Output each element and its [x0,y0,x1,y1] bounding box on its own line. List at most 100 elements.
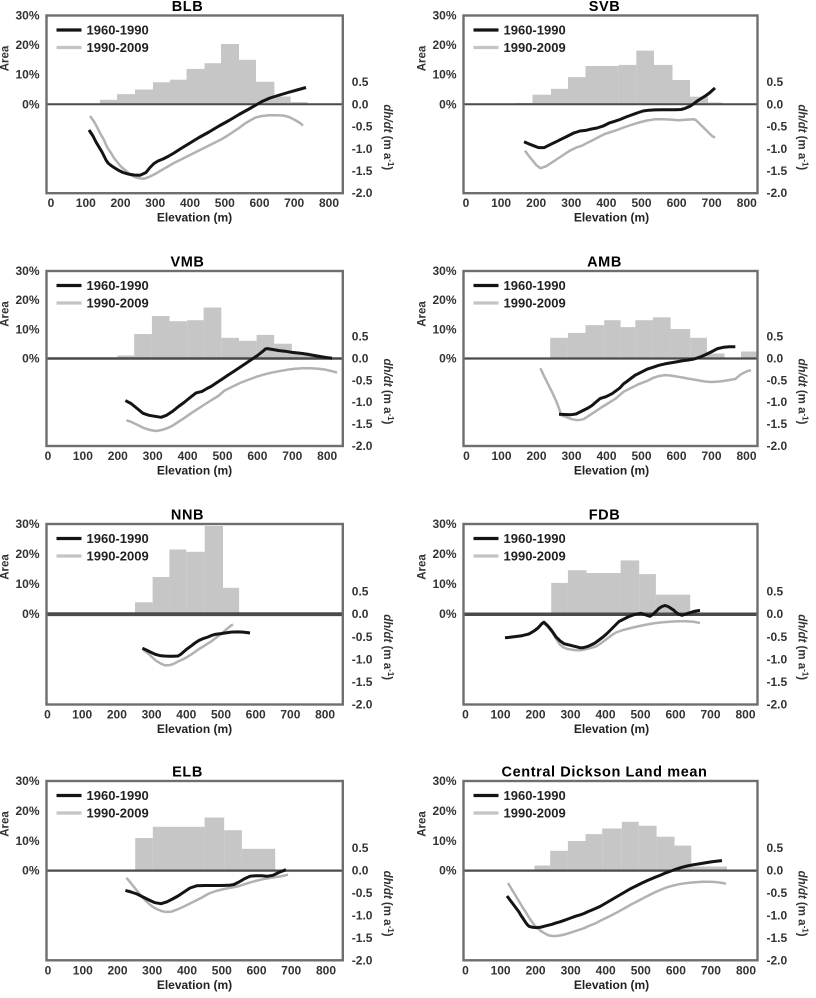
svg-text:0.5: 0.5 [767,841,784,855]
svg-text:ELB: ELB [172,765,203,781]
svg-text:-0.5: -0.5 [352,630,373,644]
svg-text:-2.0: -2.0 [352,439,373,453]
svg-text:Central Dickson Land mean: Central Dickson Land mean [502,765,708,781]
svg-text:0.0: 0.0 [767,607,784,621]
svg-text:1960-1990: 1960-1990 [504,788,566,803]
svg-text:BLB: BLB [172,0,204,15]
svg-text:Elevation (m): Elevation (m) [574,722,649,736]
svg-text:100: 100 [491,963,511,977]
svg-text:700: 700 [700,708,720,722]
svg-text:0.5: 0.5 [352,585,369,599]
svg-text:500: 500 [211,708,231,722]
svg-text:-1.5: -1.5 [352,675,373,689]
svg-text:0: 0 [462,708,469,722]
svg-text:1990-2009: 1990-2009 [504,296,566,311]
svg-text:600: 600 [667,196,687,210]
svg-text:dh/dt (m a-1): dh/dt (m a-1) [796,359,811,425]
svg-text:-0.5: -0.5 [352,373,373,387]
svg-text:Area: Area [417,45,429,71]
svg-text:0.0: 0.0 [767,864,784,878]
svg-text:100: 100 [73,963,93,977]
svg-text:FDB: FDB [589,508,621,524]
svg-text:dh/dt (m a-1): dh/dt (m a-1) [796,104,811,170]
svg-text:700: 700 [282,449,302,463]
svg-text:30%: 30% [15,774,39,788]
svg-text:0: 0 [45,449,52,463]
svg-text:200: 200 [526,196,546,210]
svg-text:0.0: 0.0 [767,97,784,111]
svg-text:500: 500 [630,708,650,722]
svg-text:600: 600 [666,449,686,463]
svg-text:0: 0 [45,963,52,977]
svg-text:dh/dt (m a-1): dh/dt (m a-1) [381,359,396,425]
svg-text:30%: 30% [15,9,39,23]
svg-text:800: 800 [737,196,757,210]
svg-text:200: 200 [525,708,545,722]
svg-text:0: 0 [44,708,51,722]
svg-text:1960-1990: 1960-1990 [87,278,149,293]
svg-text:AMB: AMB [587,255,622,271]
svg-text:-1.5: -1.5 [767,675,788,689]
svg-text:0.0: 0.0 [767,352,784,366]
svg-text:30%: 30% [432,517,456,531]
svg-text:Area: Area [0,811,12,837]
svg-text:1990-2009: 1990-2009 [87,806,149,821]
svg-text:20%: 20% [15,547,39,561]
svg-text:-1.5: -1.5 [352,931,373,945]
svg-text:400: 400 [596,196,616,210]
svg-text:0%: 0% [439,607,457,621]
svg-text:-1.5: -1.5 [352,417,373,431]
svg-text:-1.0: -1.0 [767,142,788,156]
svg-text:20%: 20% [15,293,39,307]
svg-text:1960-1990: 1960-1990 [87,531,149,546]
svg-text:-0.5: -0.5 [352,120,373,134]
svg-text:20%: 20% [432,547,456,561]
svg-text:-1.0: -1.0 [767,652,788,666]
svg-text:-2.0: -2.0 [767,186,788,200]
svg-text:300: 300 [561,449,581,463]
svg-text:-0.5: -0.5 [767,630,788,644]
svg-text:800: 800 [317,449,337,463]
svg-text:-2.0: -2.0 [767,698,788,712]
svg-text:-1.0: -1.0 [352,909,373,923]
svg-text:300: 300 [561,963,581,977]
svg-text:Elevation (m): Elevation (m) [574,978,649,992]
svg-text:200: 200 [108,449,128,463]
svg-text:600: 600 [249,196,269,210]
svg-text:0.5: 0.5 [352,841,369,855]
svg-text:-1.5: -1.5 [767,164,788,178]
svg-text:30%: 30% [15,517,39,531]
svg-text:1990-2009: 1990-2009 [504,40,566,55]
svg-text:-0.5: -0.5 [352,886,373,900]
svg-text:Area: Area [417,811,429,837]
svg-text:500: 500 [212,449,232,463]
svg-text:0.5: 0.5 [767,585,784,599]
svg-text:400: 400 [596,449,616,463]
svg-text:100: 100 [76,196,96,210]
svg-text:10%: 10% [432,68,456,82]
svg-text:1960-1990: 1960-1990 [504,23,566,38]
svg-text:Area: Area [0,301,12,327]
svg-text:0.0: 0.0 [352,864,369,878]
svg-text:0.0: 0.0 [352,607,369,621]
svg-text:0%: 0% [22,352,40,366]
svg-text:20%: 20% [432,293,456,307]
svg-text:10%: 10% [15,68,39,82]
svg-text:10%: 10% [15,322,39,336]
svg-text:0%: 0% [439,864,457,878]
svg-text:300: 300 [560,708,580,722]
svg-text:100: 100 [491,196,511,210]
svg-text:10%: 10% [15,577,39,591]
svg-text:300: 300 [561,196,581,210]
svg-text:10%: 10% [432,834,456,848]
svg-text:-2.0: -2.0 [767,953,788,967]
svg-text:100: 100 [490,708,510,722]
svg-text:300: 300 [142,708,162,722]
svg-text:1990-2009: 1990-2009 [504,806,566,821]
svg-text:20%: 20% [432,804,456,818]
svg-text:600: 600 [665,708,685,722]
svg-text:dh/dt (m a-1): dh/dt (m a-1) [381,871,396,937]
svg-text:300: 300 [145,196,165,210]
svg-text:Elevation (m): Elevation (m) [157,722,232,736]
svg-text:-1.5: -1.5 [767,931,788,945]
